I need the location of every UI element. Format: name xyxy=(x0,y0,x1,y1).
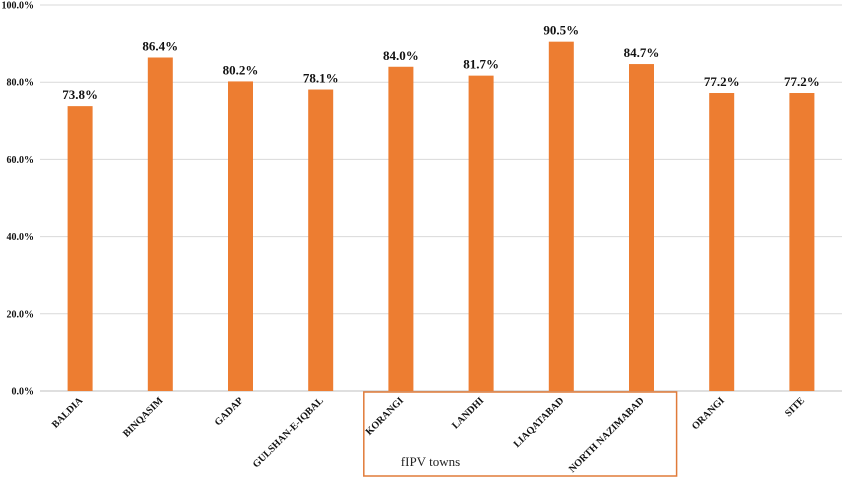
fipv-towns-label: fIPV towns xyxy=(401,454,460,469)
data-labels: 73.8% 86.4% 80.2% 78.1% 84.0% 81.7% 90.5% 84.7%… xyxy=(62,23,820,102)
bar xyxy=(468,75,494,391)
x-category-label: SITE xyxy=(783,395,807,419)
bar xyxy=(548,41,574,392)
x-category-label: LANDHI xyxy=(450,395,486,431)
data-label: 78.1% xyxy=(303,71,339,86)
x-category-label: GADAP xyxy=(213,395,246,428)
x-category-label: BALDIA xyxy=(50,395,86,431)
data-label: 80.2% xyxy=(223,62,259,77)
data-label: 77.2% xyxy=(704,74,740,89)
y-tick-label: 20.0% xyxy=(7,309,35,320)
y-tick-label: 100.0% xyxy=(2,1,35,12)
data-label: 73.8% xyxy=(62,87,98,102)
bar xyxy=(789,93,815,392)
data-label: 90.5% xyxy=(543,23,579,38)
data-label: 81.7% xyxy=(463,57,499,72)
data-label: 86.4% xyxy=(142,38,178,53)
fipv-towns-box xyxy=(363,391,678,477)
bar xyxy=(709,93,735,392)
gridlines xyxy=(40,4,842,315)
bar xyxy=(228,81,253,391)
data-label: 84.7% xyxy=(624,45,660,60)
y-tick-label: 80.0% xyxy=(7,78,35,89)
x-category-label: KORANGI xyxy=(364,395,406,437)
x-category-label: ORANGI xyxy=(690,395,727,432)
bar xyxy=(629,64,654,392)
y-tick-label: 40.0% xyxy=(7,232,35,243)
bar xyxy=(67,106,93,391)
x-category-label: BINQASIM xyxy=(121,395,166,440)
x-category-label: GULSHAN-E-IQBAL xyxy=(251,395,326,470)
bars xyxy=(67,41,815,392)
x-category-label: NORTH NAZIMABAD xyxy=(567,395,647,475)
bar xyxy=(388,66,414,391)
axes: 0.0% 20.0% 40.0% 60.0% 80.0% 100.0% xyxy=(2,1,842,398)
x-category-label: LIAQATABAD xyxy=(512,395,567,450)
fipv-annotation: fIPV towns xyxy=(363,391,678,477)
bar xyxy=(147,57,173,391)
data-label: 77.2% xyxy=(784,74,820,89)
data-label: 84.0% xyxy=(383,48,419,63)
y-tick-label: 0.0% xyxy=(12,387,35,398)
bar xyxy=(308,89,334,391)
y-tick-label: 60.0% xyxy=(7,155,35,166)
